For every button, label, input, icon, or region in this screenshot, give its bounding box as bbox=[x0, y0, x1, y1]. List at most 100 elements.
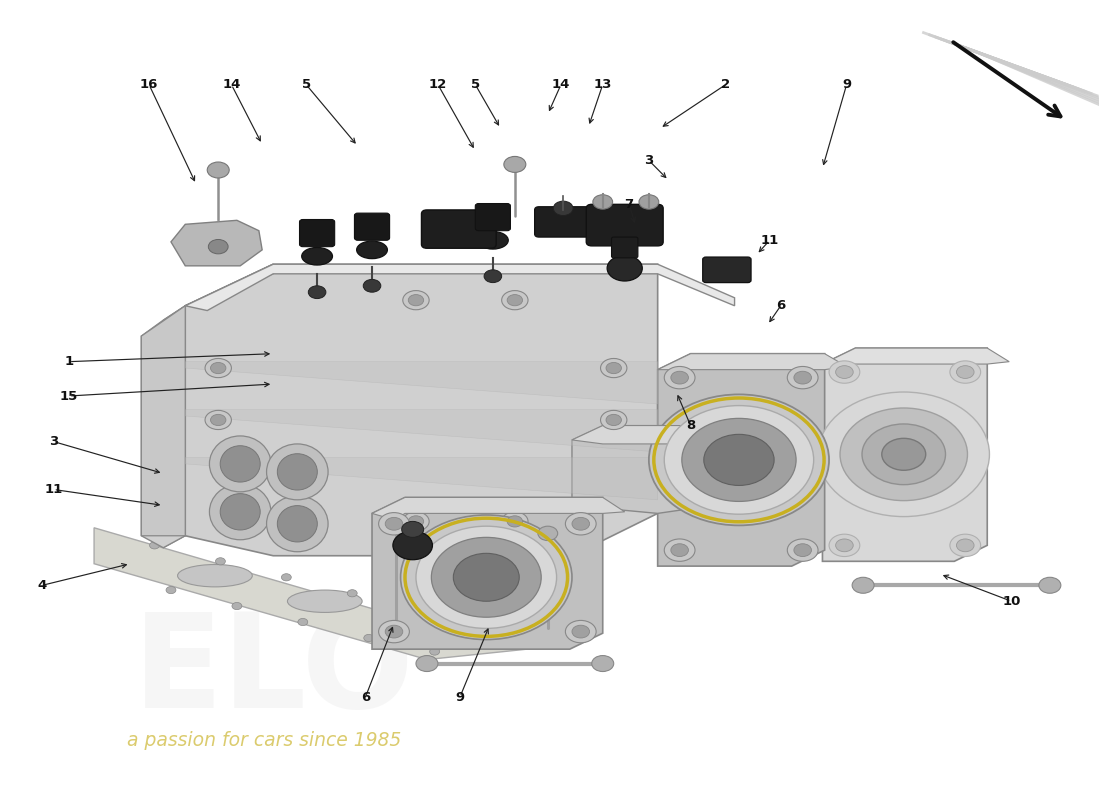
Text: 14: 14 bbox=[222, 78, 241, 91]
Circle shape bbox=[400, 515, 572, 639]
Circle shape bbox=[882, 438, 926, 470]
Circle shape bbox=[852, 578, 874, 594]
Circle shape bbox=[348, 590, 358, 597]
Circle shape bbox=[210, 414, 225, 426]
Circle shape bbox=[794, 544, 812, 557]
Circle shape bbox=[207, 162, 229, 178]
Circle shape bbox=[453, 554, 519, 602]
Text: 16: 16 bbox=[140, 78, 158, 91]
Circle shape bbox=[601, 358, 627, 378]
Ellipse shape bbox=[287, 590, 362, 613]
Text: 3: 3 bbox=[48, 435, 58, 448]
Circle shape bbox=[671, 544, 689, 557]
Circle shape bbox=[607, 255, 642, 281]
Text: a passion for cars since 1985: a passion for cars since 1985 bbox=[126, 730, 402, 750]
FancyBboxPatch shape bbox=[586, 204, 663, 246]
FancyBboxPatch shape bbox=[703, 257, 751, 282]
Ellipse shape bbox=[301, 247, 332, 265]
Circle shape bbox=[840, 408, 968, 501]
Circle shape bbox=[408, 516, 424, 527]
Circle shape bbox=[1038, 578, 1060, 594]
Circle shape bbox=[836, 366, 854, 378]
FancyBboxPatch shape bbox=[535, 206, 593, 237]
Polygon shape bbox=[185, 362, 658, 404]
Ellipse shape bbox=[220, 446, 261, 482]
Polygon shape bbox=[823, 348, 987, 562]
Text: 15: 15 bbox=[59, 390, 78, 402]
Circle shape bbox=[818, 392, 989, 517]
Ellipse shape bbox=[266, 496, 328, 552]
Polygon shape bbox=[185, 458, 658, 500]
Text: 4: 4 bbox=[37, 578, 47, 592]
Circle shape bbox=[553, 201, 573, 215]
Text: 9: 9 bbox=[843, 78, 851, 91]
Circle shape bbox=[572, 518, 590, 530]
Circle shape bbox=[430, 648, 440, 655]
Text: 5: 5 bbox=[301, 78, 310, 91]
FancyBboxPatch shape bbox=[354, 213, 389, 240]
Circle shape bbox=[308, 286, 326, 298]
Circle shape bbox=[416, 526, 557, 629]
Circle shape bbox=[414, 606, 424, 613]
Ellipse shape bbox=[356, 241, 387, 258]
Circle shape bbox=[957, 366, 975, 378]
Circle shape bbox=[385, 626, 403, 638]
Polygon shape bbox=[185, 264, 658, 556]
Circle shape bbox=[282, 574, 292, 581]
Circle shape bbox=[957, 539, 975, 552]
Circle shape bbox=[682, 418, 796, 502]
Polygon shape bbox=[572, 426, 735, 514]
Circle shape bbox=[378, 513, 409, 535]
Text: 11: 11 bbox=[760, 234, 779, 246]
Text: 7: 7 bbox=[625, 198, 634, 211]
Text: 2: 2 bbox=[722, 78, 730, 91]
Circle shape bbox=[606, 362, 621, 374]
Ellipse shape bbox=[277, 454, 317, 490]
Ellipse shape bbox=[177, 565, 252, 587]
Text: 10: 10 bbox=[1002, 594, 1021, 608]
Ellipse shape bbox=[209, 436, 271, 492]
Polygon shape bbox=[372, 498, 603, 649]
Circle shape bbox=[593, 194, 613, 209]
Circle shape bbox=[507, 516, 522, 527]
Circle shape bbox=[216, 558, 225, 565]
Circle shape bbox=[403, 512, 429, 531]
Circle shape bbox=[829, 534, 860, 557]
Ellipse shape bbox=[277, 506, 317, 542]
Text: 3: 3 bbox=[645, 154, 653, 167]
Circle shape bbox=[378, 621, 409, 642]
Circle shape bbox=[829, 361, 860, 383]
Circle shape bbox=[484, 270, 502, 282]
Circle shape bbox=[363, 279, 381, 292]
Text: 5: 5 bbox=[471, 78, 480, 91]
Circle shape bbox=[205, 358, 231, 378]
Circle shape bbox=[664, 366, 695, 389]
Circle shape bbox=[364, 634, 374, 642]
Circle shape bbox=[572, 626, 590, 638]
Circle shape bbox=[431, 538, 541, 618]
Text: 11: 11 bbox=[44, 483, 63, 496]
Polygon shape bbox=[658, 354, 825, 566]
Circle shape bbox=[649, 394, 829, 526]
Circle shape bbox=[502, 290, 528, 310]
Circle shape bbox=[639, 194, 659, 209]
Text: 6: 6 bbox=[777, 299, 785, 312]
Polygon shape bbox=[141, 264, 273, 548]
Polygon shape bbox=[95, 528, 581, 659]
Circle shape bbox=[210, 362, 225, 374]
Circle shape bbox=[507, 294, 522, 306]
Polygon shape bbox=[572, 426, 759, 444]
FancyBboxPatch shape bbox=[299, 219, 334, 246]
Circle shape bbox=[166, 586, 176, 594]
Circle shape bbox=[565, 513, 596, 535]
Circle shape bbox=[232, 602, 242, 610]
Circle shape bbox=[298, 618, 308, 626]
Text: 1: 1 bbox=[64, 355, 74, 368]
Polygon shape bbox=[372, 498, 625, 520]
Circle shape bbox=[393, 531, 432, 560]
Polygon shape bbox=[823, 348, 1009, 364]
Text: 14: 14 bbox=[552, 78, 570, 91]
Circle shape bbox=[950, 534, 981, 557]
Circle shape bbox=[664, 539, 695, 562]
Text: 13: 13 bbox=[594, 78, 612, 91]
